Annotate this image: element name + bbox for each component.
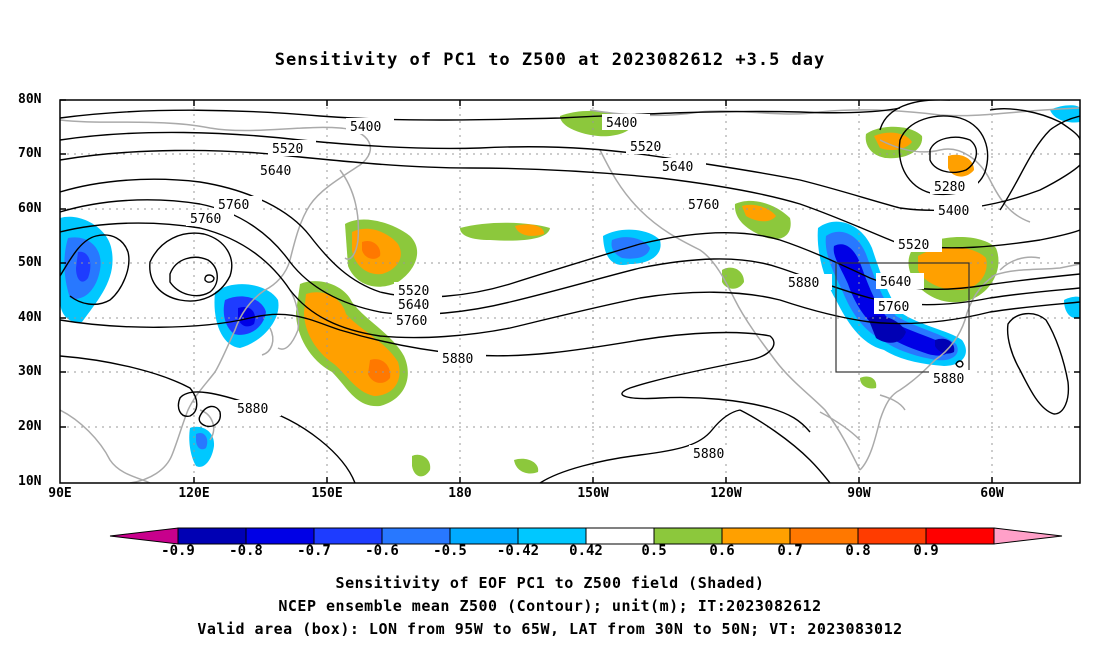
shade-blob	[742, 204, 776, 222]
coastlines	[60, 107, 1080, 483]
lat-label: 80N	[18, 92, 42, 107]
lon-label: 90E	[48, 486, 72, 501]
contour-label: 5280	[934, 180, 965, 195]
contour-label: 5520	[272, 142, 303, 157]
colorbar-label: -0.6	[365, 543, 399, 559]
chart-title: Sensitivity of PC1 to Z500 at 2023082612…	[274, 50, 826, 70]
lat-label: 60N	[18, 201, 42, 216]
lon-label: 150W	[577, 486, 609, 501]
colorbar-label: 0.42	[569, 543, 603, 559]
colorbar-label: 0.5	[641, 543, 667, 559]
contour-label: 5760	[190, 212, 221, 227]
axis-ticks	[60, 99, 1080, 483]
contour-label: 5400	[606, 116, 637, 131]
shade-blob	[833, 244, 949, 356]
lat-label: 10N	[18, 474, 42, 489]
contour-label: 5520	[898, 238, 929, 253]
shade-blob	[76, 251, 91, 282]
contour-label: 5640	[260, 164, 291, 179]
colorbar-label: -0.9	[161, 543, 195, 559]
contour-label: 5400	[350, 120, 381, 135]
lat-label: 30N	[18, 364, 42, 379]
shade-blob	[1064, 296, 1080, 319]
contour-label: 5880	[237, 402, 268, 417]
shade-blob	[368, 359, 391, 383]
contour-label: 5640	[398, 298, 429, 313]
contour-label: 5880	[788, 276, 819, 291]
contour-label: 5640	[880, 275, 911, 290]
contour-label: 5760	[218, 198, 249, 213]
caption-valid-area: Valid area (box): LON from 95W to 65W, L…	[197, 620, 903, 638]
contour-label: 5400	[938, 204, 969, 219]
contour-label: 5760	[878, 300, 909, 315]
shade-blob	[611, 237, 650, 259]
contour-label: 5520	[398, 284, 429, 299]
lat-label: 20N	[18, 419, 42, 434]
shade-blob	[362, 240, 381, 259]
shade-blob	[935, 338, 955, 354]
valid-area-box	[835, 262, 970, 373]
lon-label: 150E	[311, 486, 343, 501]
colorbar-label: 0.8	[845, 543, 871, 559]
shade-blob	[948, 154, 974, 177]
caption-shaded: Sensitivity of EOF PC1 to Z500 field (Sh…	[335, 574, 765, 592]
contour-label: 5880	[933, 372, 964, 387]
colorbar-label: -0.8	[229, 543, 263, 559]
lat-label: 50N	[18, 255, 42, 270]
lat-label: 40N	[18, 310, 42, 325]
shade-blob	[515, 224, 545, 236]
shade-blob	[874, 132, 912, 150]
shade-blob	[238, 306, 256, 327]
shade-blob	[196, 432, 208, 450]
colorbar-label: -0.7	[297, 543, 331, 559]
contour-label: 5880	[442, 352, 473, 367]
shade-blob	[722, 267, 744, 289]
lon-label: 120E	[178, 486, 210, 501]
lon-label: 60W	[980, 486, 1004, 501]
map-frame	[59, 99, 1081, 484]
lat-label: 70N	[18, 146, 42, 161]
colorbar-label: -0.42	[496, 543, 540, 559]
contour-label: 5520	[630, 140, 661, 155]
shade-blob	[412, 454, 431, 477]
shade-blob	[514, 458, 539, 474]
colorbar-label: 0.9	[913, 543, 939, 559]
contour-label: 5640	[662, 160, 693, 175]
caption-contour: NCEP ensemble mean Z500 (Contour); unit(…	[278, 597, 822, 615]
colorbar-label: 0.6	[709, 543, 735, 559]
contour-label: 5760	[688, 198, 719, 213]
lon-label: 90W	[847, 486, 871, 501]
shaded-sensitivity	[60, 105, 1080, 477]
lon-label: 120W	[710, 486, 742, 501]
contour-label-group: 5400 5400 5520 5520 5640 5640 5760 5760 …	[186, 114, 982, 462]
lon-label: 180	[448, 486, 472, 501]
colorbar-label: -0.5	[433, 543, 467, 559]
shade-blob	[860, 376, 877, 389]
contour-label: 5760	[396, 314, 427, 329]
colorbar-label: 0.7	[777, 543, 803, 559]
contour-label: 5880	[693, 447, 724, 462]
